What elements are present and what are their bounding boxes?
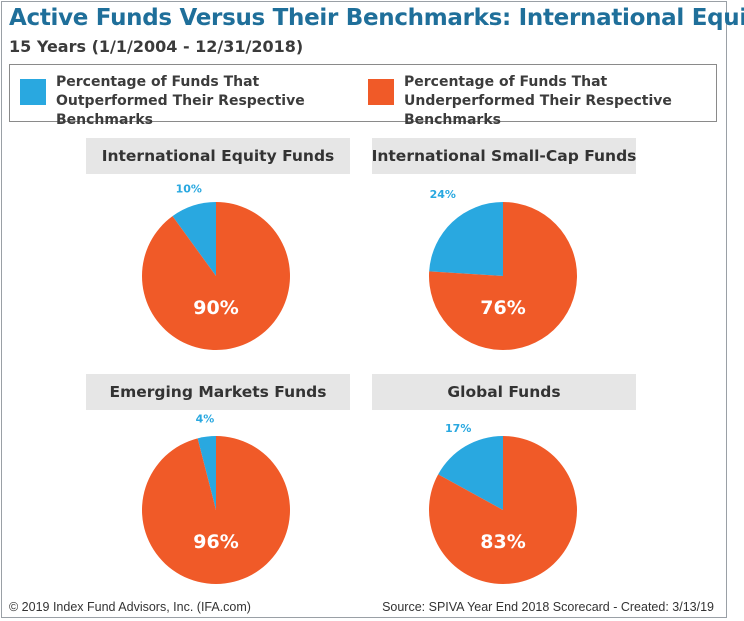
pie-label-international-small-cap-outperformed: 24% [430, 188, 456, 201]
footer-copyright: © 2019 Index Fund Advisors, Inc. (IFA.co… [9, 600, 251, 614]
legend-swatch-outperformed [20, 79, 46, 105]
pie-slice-emerging-markets-underperformed [142, 436, 291, 585]
pie-slice-international-small-cap-outperformed [429, 202, 503, 276]
pie-slice-international-equity-outperformed [172, 202, 216, 276]
chart-title: Active Funds Versus Their Benchmarks: In… [9, 5, 744, 31]
legend-swatch-underperformed [368, 79, 394, 105]
pie-label-emerging-markets-outperformed: 4% [196, 413, 215, 426]
chart-subtitle: 15 Years (1/1/2004 - 12/31/2018) [9, 37, 304, 56]
pie-label-international-equity-underperformed: 90% [193, 297, 238, 319]
panel-label-international-equity: International Equity Funds [86, 138, 350, 174]
pie-label-global-outperformed: 17% [445, 422, 471, 435]
pie-label-international-equity-outperformed: 10% [176, 182, 202, 195]
pie-slice-international-equity-underperformed [141, 202, 290, 351]
pie-slice-international-small-cap-underperformed [429, 202, 577, 350]
pie-slice-global-underperformed [429, 436, 578, 584]
legend-item-outperformed: Percentage of Funds That Outperformed Th… [20, 73, 356, 130]
panel-label-global: Global Funds [372, 374, 636, 410]
panel-label-international-small-cap: International Small-Cap Funds [372, 138, 636, 174]
legend-item-underperformed: Percentage of Funds That Underperformed … [368, 73, 734, 130]
pie-label-emerging-markets-underperformed: 96% [193, 531, 238, 553]
footer-source: Source: SPIVA Year End 2018 Scorecard - … [382, 600, 714, 614]
legend: Percentage of Funds That Outperformed Th… [9, 64, 717, 128]
legend-label-underperformed: Percentage of Funds That Underperformed … [404, 74, 672, 128]
pie-slice-global-outperformed [438, 436, 503, 510]
legend-label-outperformed: Percentage of Funds That Outperformed Th… [56, 74, 305, 128]
panel-label-emerging-markets: Emerging Markets Funds [86, 374, 350, 410]
pie-label-global-underperformed: 83% [480, 531, 525, 553]
pie-slice-emerging-markets-outperformed [197, 436, 216, 510]
pie-label-international-small-cap-underperformed: 76% [480, 297, 525, 319]
